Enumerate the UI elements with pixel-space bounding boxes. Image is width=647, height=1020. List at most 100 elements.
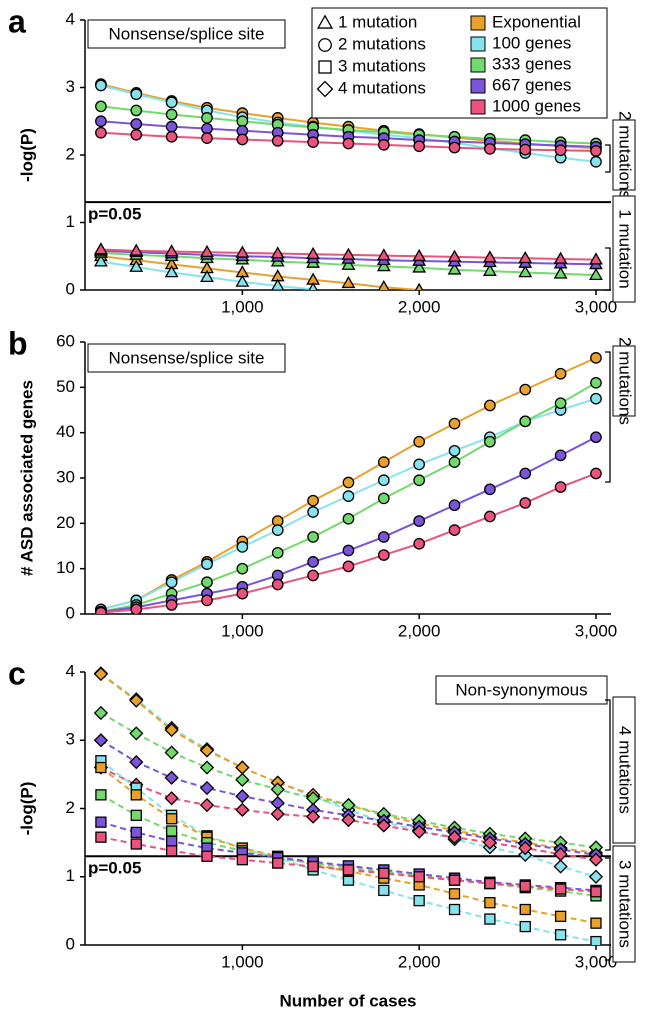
legend-marker xyxy=(318,38,332,52)
marker xyxy=(199,743,215,758)
bracket xyxy=(605,351,611,483)
plot-area xyxy=(95,352,602,614)
marker xyxy=(413,871,425,883)
marker xyxy=(93,733,109,748)
plot-area xyxy=(93,666,604,945)
marker xyxy=(378,884,390,897)
x-tick-label: 2,000 xyxy=(398,621,441,640)
x-tick-label: 2,000 xyxy=(398,297,441,316)
legend-swatch xyxy=(470,15,486,31)
marker xyxy=(236,854,249,866)
legend-label: 1 mutation xyxy=(338,12,417,31)
marker xyxy=(201,558,213,570)
marker xyxy=(165,599,178,611)
marker xyxy=(236,133,249,146)
marker xyxy=(165,813,178,825)
y-tick-label: 1 xyxy=(66,866,75,885)
marker xyxy=(413,515,426,527)
marker xyxy=(164,265,179,278)
marker xyxy=(448,874,461,886)
series-line xyxy=(100,759,597,943)
marker xyxy=(376,259,391,272)
marker xyxy=(519,920,531,933)
panel-label: b xyxy=(8,325,28,361)
annotation: 1 mutation xyxy=(616,209,635,288)
marker xyxy=(95,831,107,843)
marker xyxy=(93,666,109,682)
marker xyxy=(590,431,602,444)
marker xyxy=(165,130,178,143)
marker xyxy=(271,524,284,536)
panel-label: c xyxy=(8,655,26,691)
marker xyxy=(93,254,108,267)
marker xyxy=(554,481,567,493)
marker xyxy=(590,155,602,168)
marker xyxy=(376,818,391,833)
y-axis-label: -log(P) xyxy=(17,128,36,182)
legend-swatch xyxy=(470,99,486,115)
marker xyxy=(484,913,496,925)
marker xyxy=(201,594,213,607)
marker xyxy=(484,399,496,412)
y-tick-label: 1 xyxy=(66,212,75,231)
marker xyxy=(271,134,284,147)
marker xyxy=(164,745,179,760)
marker xyxy=(448,499,461,512)
marker xyxy=(341,275,356,289)
marker xyxy=(590,376,602,389)
marker xyxy=(307,506,319,518)
y-tick-label: 30 xyxy=(56,467,75,486)
marker xyxy=(129,693,144,708)
marker xyxy=(342,490,355,502)
marker xyxy=(554,397,567,410)
marker xyxy=(590,352,602,364)
marker xyxy=(518,250,533,264)
marker xyxy=(307,494,319,507)
marker xyxy=(413,894,425,907)
annotation: 4 mutations xyxy=(616,726,635,814)
annotation: 2 mutations xyxy=(616,337,635,425)
y-tick-label: 4 xyxy=(66,9,75,28)
annotation: 2 mutations xyxy=(616,111,635,199)
marker xyxy=(130,88,143,101)
marker xyxy=(271,278,285,290)
marker xyxy=(235,802,250,817)
marker xyxy=(95,115,107,128)
marker xyxy=(484,877,496,890)
marker xyxy=(165,108,178,121)
marker xyxy=(95,606,107,614)
annotation-box xyxy=(612,696,636,844)
marker xyxy=(342,864,355,876)
marker xyxy=(235,772,250,787)
y-tick-label: 10 xyxy=(56,558,75,577)
marker xyxy=(377,492,390,505)
y-tick-label: 0 xyxy=(66,603,75,622)
legend-label: 4 mutations xyxy=(338,78,426,97)
marker xyxy=(590,145,602,157)
marker xyxy=(307,531,319,543)
marker xyxy=(130,789,142,801)
marker xyxy=(484,143,496,155)
x-tick-label: 2,000 xyxy=(398,952,441,971)
marker xyxy=(200,244,214,258)
marker xyxy=(518,840,533,856)
marker xyxy=(484,435,496,448)
marker xyxy=(164,244,179,257)
marker xyxy=(199,797,215,813)
legend-box xyxy=(311,7,608,119)
marker xyxy=(412,824,427,839)
marker xyxy=(413,458,426,471)
legend-label: 100 genes xyxy=(492,33,571,52)
marker xyxy=(554,910,567,922)
marker xyxy=(413,140,426,153)
marker xyxy=(378,867,390,879)
marker xyxy=(447,249,462,262)
marker xyxy=(130,603,143,614)
bracket xyxy=(605,857,611,961)
legend-swatch xyxy=(470,57,486,73)
marker xyxy=(201,132,213,144)
marker xyxy=(165,825,178,837)
marker xyxy=(200,269,214,283)
marker xyxy=(307,860,319,873)
marker xyxy=(554,144,567,157)
